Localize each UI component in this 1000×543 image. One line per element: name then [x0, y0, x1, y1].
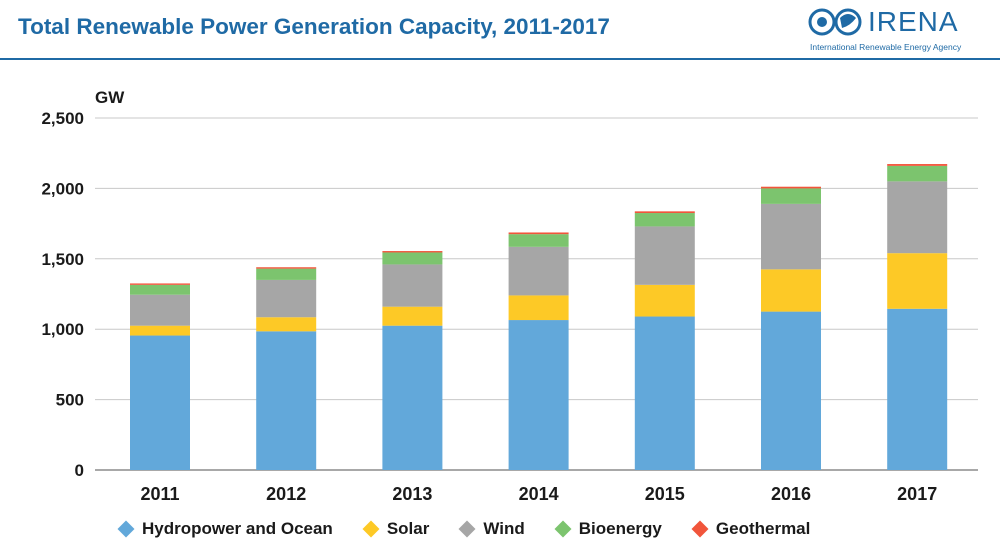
- legend-label: Bioenergy: [578, 519, 662, 538]
- bar-segment-hydropower-and-ocean-2016: [761, 311, 821, 470]
- bar-segment-wind-2014: [508, 246, 569, 296]
- legend-item: Solar: [362, 519, 430, 539]
- bar-segment-solar-2013: [382, 306, 443, 326]
- legend-diamond-icon: [458, 520, 476, 538]
- bar-segment-wind-2013: [382, 264, 443, 307]
- bar-segment-hydropower-and-ocean-2015: [634, 316, 695, 470]
- x-tick-label: 2013: [392, 484, 432, 504]
- legend-diamond-icon: [362, 520, 380, 538]
- x-tick-label: 2011: [140, 484, 179, 504]
- bar-segment-geothermal-2017: [887, 164, 948, 166]
- x-tick-label: 2016: [771, 484, 811, 504]
- bar-segment-bioenergy-2013: [382, 252, 443, 265]
- bar-segment-solar-2011: [130, 325, 190, 336]
- legend-item: Hydropower and Ocean: [117, 519, 333, 539]
- y-tick-label: 2,500: [41, 109, 84, 128]
- legend-item: Wind: [458, 519, 525, 539]
- bar-segment-bioenergy-2015: [634, 213, 695, 227]
- legend-label: Geothermal: [715, 519, 811, 538]
- bar-segment-bioenergy-2011: [130, 284, 190, 295]
- legend-item: Bioenergy: [554, 519, 662, 539]
- bar-segment-wind-2016: [761, 203, 821, 270]
- legend-label: Wind: [483, 519, 525, 538]
- y-tick-label: 0: [75, 461, 84, 480]
- globe-logo-icon: [808, 8, 862, 36]
- bar-segment-bioenergy-2014: [508, 234, 569, 247]
- bar-segment-geothermal-2014: [508, 232, 569, 235]
- y-tick-label: 2,000: [41, 179, 84, 198]
- bar-segment-solar-2014: [508, 295, 569, 321]
- bar-segment-geothermal-2016: [761, 186, 821, 189]
- logo-wordmark: IRENA: [868, 6, 959, 37]
- bar-segment-solar-2016: [761, 269, 821, 312]
- bar-segment-geothermal-2015: [634, 211, 695, 214]
- legend-diamond-icon: [554, 520, 572, 538]
- x-tick-label: 2017: [897, 484, 937, 504]
- bar-segment-geothermal-2013: [382, 251, 443, 253]
- y-axis-unit-label: GW: [95, 88, 125, 107]
- x-tick-label: 2014: [519, 484, 559, 504]
- y-tick-label: 1,000: [41, 320, 84, 339]
- bar-segment-hydropower-and-ocean-2011: [130, 335, 190, 470]
- bar-segment-wind-2015: [634, 226, 695, 285]
- chart-title: Total Renewable Power Generation Capacit…: [18, 14, 610, 39]
- bar-segment-bioenergy-2016: [761, 188, 821, 204]
- bar-segment-wind-2011: [130, 294, 190, 326]
- bar-segment-bioenergy-2012: [256, 268, 317, 280]
- bar-segment-geothermal-2012: [256, 267, 317, 269]
- x-tick-label: 2015: [645, 484, 685, 504]
- legend-diamond-icon: [117, 520, 135, 538]
- bar-segment-solar-2017: [887, 253, 948, 309]
- logo-subtitle: International Renewable Energy Agency: [810, 42, 962, 52]
- bar-segment-wind-2012: [256, 279, 317, 318]
- y-tick-label: 500: [56, 391, 84, 410]
- irena-logo: IRENA International Renewable Energy Age…: [808, 6, 988, 54]
- legend-diamond-icon: [691, 520, 709, 538]
- bar-segment-bioenergy-2017: [887, 165, 948, 182]
- legend-item: Geothermal: [691, 519, 811, 539]
- bar-segment-solar-2015: [634, 284, 695, 317]
- bar-segment-wind-2017: [887, 181, 948, 254]
- legend-label: Solar: [386, 519, 430, 538]
- bar-segment-hydropower-and-ocean-2012: [256, 331, 317, 470]
- bar-segment-hydropower-and-ocean-2013: [382, 325, 443, 470]
- bar-segment-hydropower-and-ocean-2017: [887, 308, 948, 470]
- bar-segment-hydropower-and-ocean-2014: [508, 320, 569, 470]
- y-tick-label: 1,500: [41, 250, 84, 269]
- title-divider: [0, 58, 1000, 60]
- bar-segment-geothermal-2011: [130, 283, 190, 285]
- bar-segment-solar-2012: [256, 317, 317, 332]
- x-tick-label: 2012: [266, 484, 306, 504]
- legend-label: Hydropower and Ocean: [142, 519, 333, 538]
- chart-legend: Hydropower and Ocean Solar Wind Bioenergy Ge…: [117, 516, 840, 542]
